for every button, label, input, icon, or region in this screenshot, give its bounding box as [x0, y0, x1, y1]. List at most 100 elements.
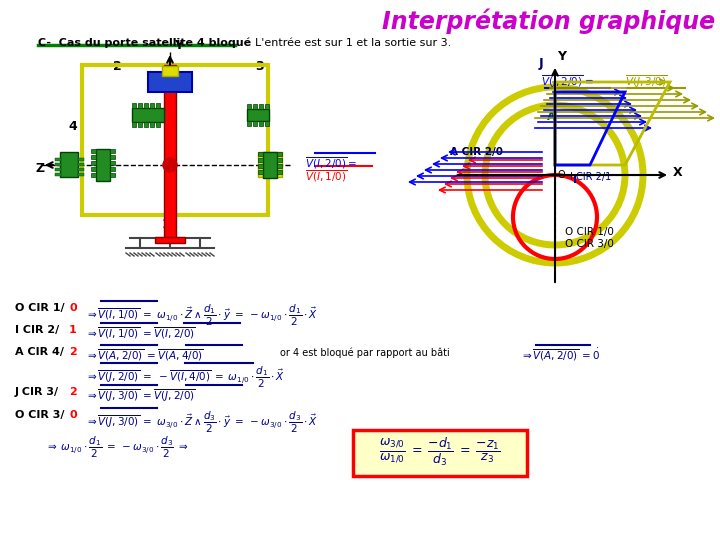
Bar	[55, 158, 61, 161]
Bar	[259, 121, 263, 126]
Text: 4: 4	[68, 120, 77, 133]
Text: I CIR 2/: I CIR 2/	[15, 325, 59, 335]
Bar	[138, 122, 142, 127]
Bar	[156, 103, 160, 108]
Text: or 4 est bloqué par rapport au bâti: or 4 est bloqué par rapport au bâti	[280, 347, 450, 357]
Bar	[78, 173, 84, 176]
Bar	[132, 108, 164, 122]
Bar	[253, 104, 257, 109]
Bar	[132, 103, 136, 108]
Text: J CIR 3/: J CIR 3/	[15, 387, 59, 397]
Text: $\dfrac{\omega_{3/0}}{\omega_{1/0}}\;=\;\dfrac{-d_1}{d_3}\;=\;\dfrac{-z_1}{z_3}$: $\dfrac{\omega_{3/0}}{\omega_{1/0}}\;=\;…	[379, 436, 500, 468]
Bar	[156, 122, 160, 127]
Bar	[258, 152, 263, 156]
Bar	[162, 66, 178, 76]
Bar	[110, 155, 115, 159]
Text: Interprétation graphique: Interprétation graphique	[382, 8, 715, 33]
Bar	[247, 109, 269, 121]
Bar	[60, 152, 78, 177]
Bar	[164, 65, 176, 240]
Text: 2: 2	[69, 347, 77, 357]
Bar	[91, 161, 96, 165]
Text: 3: 3	[255, 60, 264, 73]
Text: O CIR 1/: O CIR 1/	[15, 303, 65, 313]
Bar	[277, 158, 282, 162]
Bar	[82, 65, 268, 215]
Bar	[55, 163, 61, 166]
Bar	[110, 161, 115, 165]
Text: C-  Cas du porte satellite 4 bloqué: C- Cas du porte satellite 4 bloqué	[38, 38, 251, 49]
Bar	[96, 149, 110, 181]
Text: Y: Y	[557, 50, 566, 63]
Text: L'entrée est sur 1 et la sortie sur 3.: L'entrée est sur 1 et la sortie sur 3.	[255, 38, 451, 48]
Bar	[144, 103, 148, 108]
Bar	[258, 164, 263, 168]
Text: $\Rightarrow\overline{V(A,2/0)}\; =\overline{V(A,4/0)}$: $\Rightarrow\overline{V(A,2/0)}\; =\over…	[85, 347, 204, 363]
Bar	[247, 104, 251, 109]
Bar	[144, 122, 148, 127]
Circle shape	[163, 158, 177, 172]
Bar	[91, 167, 96, 171]
Text: $\overline{V(J,3/0)}$: $\overline{V(J,3/0)}$	[625, 73, 667, 90]
Text: Z: Z	[35, 162, 44, 175]
Text: $\Rightarrow\overline{V(J,3/0)}\; =\overline{V(J,2/0)}$: $\Rightarrow\overline{V(J,3/0)}\; =\over…	[85, 387, 196, 404]
Text: A CIR 4/: A CIR 4/	[15, 347, 64, 357]
Bar	[132, 122, 136, 127]
Text: 0: 0	[70, 303, 78, 313]
FancyBboxPatch shape	[353, 430, 527, 476]
Text: $\overline{V(J,2/0)}$ =: $\overline{V(J,2/0)}$ =	[541, 73, 595, 90]
Text: 2: 2	[69, 387, 77, 397]
Text: $\Rightarrow\overline{V(I,1/0)}\; =\overline{V(I,2/0)}$: $\Rightarrow\overline{V(I,1/0)}\; =\over…	[85, 325, 196, 341]
Bar	[247, 121, 251, 126]
Bar	[78, 158, 84, 161]
Bar	[265, 121, 269, 126]
Bar	[138, 103, 142, 108]
Text: 0: 0	[69, 410, 76, 420]
Text: J: J	[539, 57, 544, 70]
Text: A: A	[547, 112, 556, 122]
Bar	[265, 104, 269, 109]
Text: 2: 2	[113, 60, 122, 73]
Bar	[91, 155, 96, 159]
Bar	[110, 149, 115, 153]
Text: O: O	[558, 170, 566, 180]
Text: $\Rightarrow\overline{V(J,2/0)}\; =\; -\overline{V(I,4/0)}\; =\; \omega_{1/0}\cd: $\Rightarrow\overline{V(J,2/0)}\; =\; -\…	[85, 365, 285, 390]
Bar	[110, 173, 115, 177]
Bar	[150, 103, 154, 108]
Bar	[55, 173, 61, 176]
Bar	[253, 121, 257, 126]
Text: I: I	[573, 175, 577, 185]
Text: X: X	[673, 165, 683, 179]
Bar	[78, 163, 84, 166]
Text: $\Rightarrow\overline{V(I,1/0)}\; =\; \omega_{1/0}\cdot\vec{Z}\wedge\dfrac{d_1}{: $\Rightarrow\overline{V(I,1/0)}\; =\; \o…	[85, 303, 318, 328]
Bar	[277, 152, 282, 156]
Bar	[78, 168, 84, 171]
Text: $\Rightarrow\; \omega_{1/0}\cdot\dfrac{d_1}{2}\; =\; -\omega_{3/0}\cdot\dfrac{d_: $\Rightarrow\; \omega_{1/0}\cdot\dfrac{d…	[45, 435, 189, 460]
Text: 1: 1	[69, 325, 77, 335]
Bar	[55, 168, 61, 171]
Bar	[148, 72, 192, 92]
Text: O CIR 3/0: O CIR 3/0	[565, 239, 614, 249]
Bar	[277, 164, 282, 168]
Text: O CIR 3/: O CIR 3/	[15, 410, 65, 420]
Bar	[258, 158, 263, 162]
Bar	[91, 173, 96, 177]
Bar	[150, 122, 154, 127]
Bar	[91, 149, 96, 153]
Text: 1: 1	[162, 218, 171, 231]
Text: $\overline{V(I,1/0)}$: $\overline{V(I,1/0)}$	[305, 168, 347, 184]
Text: Y: Y	[174, 39, 183, 52]
Text: A CIR 2/0: A CIR 2/0	[450, 147, 503, 157]
Text: O CIR 1/0: O CIR 1/0	[565, 227, 614, 237]
Bar	[155, 237, 185, 243]
Text: $\Rightarrow\overline{V(J,3/0)}\; =\; \omega_{3/0}\cdot\vec{Z}\wedge\dfrac{d_3}{: $\Rightarrow\overline{V(J,3/0)}\; =\; \o…	[85, 410, 318, 435]
Bar	[110, 167, 115, 171]
Text: $\Rightarrow\overline{V(A,2/0)}\; =\dot{0}$: $\Rightarrow\overline{V(A,2/0)}\; =\dot{…	[520, 347, 600, 363]
Bar	[277, 170, 282, 174]
Bar	[258, 170, 263, 174]
Bar	[258, 152, 282, 177]
Text: I CIR 2/1: I CIR 2/1	[570, 172, 611, 182]
Bar	[263, 152, 277, 178]
Bar	[259, 104, 263, 109]
Text: $\overline{V(I,2/0)}=$: $\overline{V(I,2/0)}=$	[305, 155, 357, 171]
